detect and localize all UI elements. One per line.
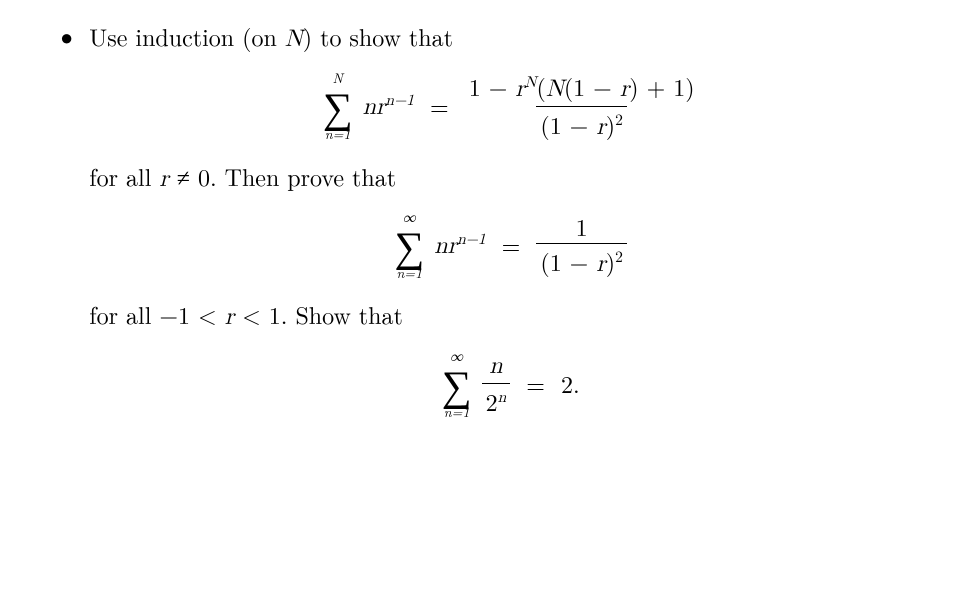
exercise-item: ● Use induction (on N) to show that N ∑ … bbox=[60, 20, 932, 437]
exercise-content: Use induction (on N) to show that N ∑ n=… bbox=[89, 20, 932, 437]
mid-line-1: for all r ≠ 0. Then prove that bbox=[89, 160, 932, 197]
eq2-denominator: (1 − r)2 bbox=[536, 243, 627, 279]
intro-text-a: Use induction (on bbox=[89, 19, 284, 53]
sum1-summand: nrn−1 bbox=[363, 88, 414, 125]
eq1-numerator: 1 − rN(N(1 − r) + 1) bbox=[465, 71, 699, 106]
sum-operator-3: ∞ ∑ n=1 bbox=[442, 349, 472, 419]
equation-1: N ∑ n=1 nrn−1 = 1 − rN(N(1 − r) + 1) (1 … bbox=[89, 71, 932, 142]
summand1-exp: n−1 bbox=[385, 93, 414, 109]
eq1-denominator: (1 − r)2 bbox=[536, 106, 627, 142]
intro-line: Use induction (on N) to show that bbox=[89, 20, 932, 57]
sigma-icon: ∑ bbox=[323, 85, 353, 127]
sum2-summand: nrn−1 bbox=[434, 227, 485, 264]
sum1-lower: n=1 bbox=[325, 127, 351, 141]
intro-var-N: N bbox=[285, 27, 303, 51]
eq2-den-r: r bbox=[596, 252, 605, 276]
summand2-base: nr bbox=[434, 234, 457, 258]
eq3-rhs: 2. bbox=[561, 367, 580, 401]
eq1-rhs-fraction: 1 − rN(N(1 − r) + 1) (1 − r)2 bbox=[465, 71, 699, 142]
eq2-den-exp: 2 bbox=[615, 244, 623, 267]
eq2-den-b: ) bbox=[606, 244, 615, 278]
mid2-b: < 1. Show that bbox=[234, 297, 403, 331]
equation-2: ∞ ∑ n=1 nrn−1 = 1 (1 − r)2 bbox=[89, 210, 932, 280]
eq1-num-a: 1 − bbox=[469, 69, 516, 103]
eq1-den-b: ) bbox=[606, 107, 615, 141]
bullet-icon: ● bbox=[60, 20, 89, 53]
eq1-den-r: r bbox=[596, 115, 605, 139]
summand1-base: nr bbox=[363, 95, 386, 119]
eq1-num-r: r bbox=[515, 77, 524, 101]
eq1-num-d: ) + 1) bbox=[629, 69, 694, 103]
eq3-denominator: 2n bbox=[482, 383, 511, 416]
mid1-a: for all bbox=[89, 159, 159, 193]
equation-3: ∞ ∑ n=1 n 2n = 2. bbox=[89, 349, 932, 419]
sum-operator-1: N ∑ n=1 bbox=[323, 71, 353, 141]
eq2-rhs-fraction: 1 (1 − r)2 bbox=[536, 211, 627, 279]
eq1-den-exp: 2 bbox=[615, 107, 623, 130]
eq3-den-base: 2 bbox=[486, 384, 498, 418]
eq1-num-rN: N bbox=[525, 75, 537, 91]
eq3-numerator: n bbox=[485, 351, 506, 383]
intro-text-b: ) to show that bbox=[303, 19, 453, 53]
eq1-num-N: N bbox=[546, 77, 564, 101]
sigma-icon: ∑ bbox=[394, 224, 424, 266]
mid1-r: r bbox=[159, 167, 168, 191]
summand2-exp: n−1 bbox=[457, 232, 486, 248]
sum-operator-2: ∞ ∑ n=1 bbox=[394, 210, 424, 280]
mid2-a: for all −1 < bbox=[89, 297, 224, 331]
eq2-den-a: (1 − bbox=[540, 244, 596, 278]
mid-line-2: for all −1 < r < 1. Show that bbox=[89, 298, 932, 335]
eq1-num-r2: r bbox=[620, 77, 629, 101]
sum3-lower: n=1 bbox=[444, 405, 470, 419]
equals-2: = bbox=[496, 228, 527, 262]
equals-3: = bbox=[520, 367, 551, 401]
eq1-num-c: (1 − bbox=[564, 69, 620, 103]
eq1-num-lp: ( bbox=[537, 69, 546, 103]
equals-1: = bbox=[424, 89, 455, 123]
eq1-den-a: (1 − bbox=[540, 107, 596, 141]
mid2-r: r bbox=[225, 305, 234, 329]
mid1-b: ≠ 0. Then prove that bbox=[169, 159, 396, 193]
sigma-icon: ∑ bbox=[442, 363, 472, 405]
eq3-fraction: n 2n bbox=[482, 351, 511, 416]
sum2-lower: n=1 bbox=[396, 266, 422, 280]
eq3-den-exp: n bbox=[498, 390, 507, 406]
eq2-numerator: 1 bbox=[572, 211, 592, 243]
